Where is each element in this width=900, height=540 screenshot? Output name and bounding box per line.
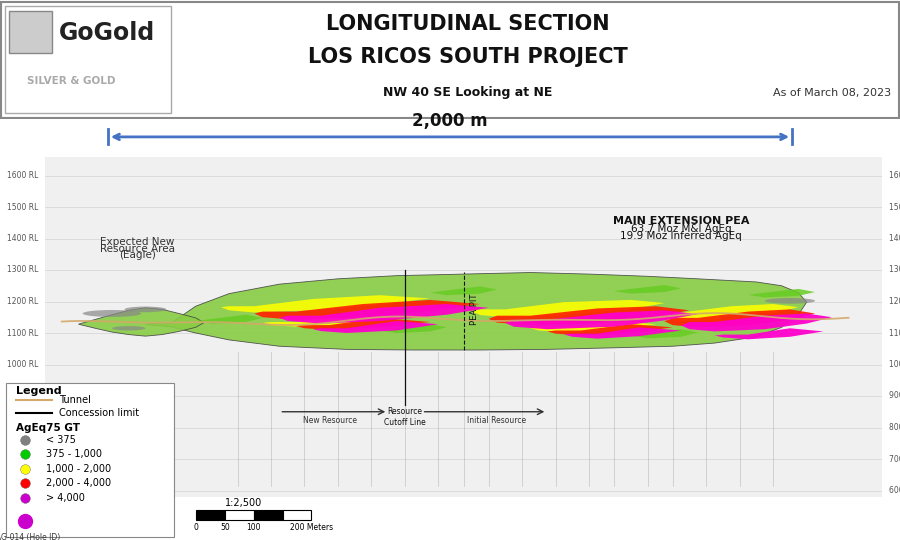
Polygon shape [530, 321, 656, 332]
Text: (Eagle): (Eagle) [119, 250, 156, 260]
Text: AgEq75 GT: AgEq75 GT [16, 423, 80, 433]
Text: 1100 RL: 1100 RL [888, 328, 900, 338]
Polygon shape [195, 315, 263, 323]
Text: 700 RL: 700 RL [12, 455, 39, 463]
Polygon shape [255, 300, 481, 320]
Polygon shape [296, 318, 430, 330]
Text: Legend: Legend [16, 386, 62, 396]
Text: 1200 RL: 1200 RL [888, 297, 900, 306]
Text: Tunnel: Tunnel [59, 395, 91, 405]
Text: 1300 RL: 1300 RL [888, 266, 900, 274]
Text: 375 - 1,000: 375 - 1,000 [46, 449, 102, 460]
Text: 200 Meters: 200 Meters [290, 523, 333, 531]
Polygon shape [648, 304, 798, 321]
Ellipse shape [112, 326, 146, 330]
Text: 1500 RL: 1500 RL [888, 202, 900, 212]
Text: 63.7 Moz M&I AgEq: 63.7 Moz M&I AgEq [631, 224, 732, 234]
Polygon shape [146, 273, 806, 350]
Text: NW 40 SE Looking at NE: NW 40 SE Looking at NE [383, 86, 553, 99]
Polygon shape [380, 324, 446, 333]
Polygon shape [614, 285, 681, 294]
Text: > 4,000: > 4,000 [46, 492, 85, 503]
Text: 600 RL: 600 RL [888, 486, 900, 495]
Polygon shape [430, 286, 497, 295]
Text: 1000 RL: 1000 RL [888, 360, 900, 369]
FancyBboxPatch shape [1, 2, 899, 118]
Text: Resource
Cutoff Line: Resource Cutoff Line [384, 407, 426, 427]
Polygon shape [506, 310, 698, 329]
Text: MAIN EXTENSION PEA: MAIN EXTENSION PEA [613, 216, 750, 226]
Polygon shape [547, 324, 673, 335]
Text: GAG-014 (Hole ID)
33,407 (GT): GAG-014 (Hole ID) 33,407 (GT) [0, 532, 60, 540]
Text: Expected New: Expected New [100, 237, 175, 247]
Ellipse shape [765, 298, 815, 303]
Text: 1:2,500: 1:2,500 [225, 497, 262, 508]
Text: 1000 RL: 1000 RL [7, 360, 39, 369]
FancyBboxPatch shape [9, 11, 52, 53]
Text: 1600 RL: 1600 RL [7, 171, 39, 180]
Polygon shape [715, 328, 824, 339]
Polygon shape [681, 313, 832, 332]
Polygon shape [220, 295, 430, 313]
Text: PEA PIT: PEA PIT [470, 294, 479, 325]
Text: SILVER & GOLD: SILVER & GOLD [27, 76, 115, 86]
Polygon shape [664, 309, 815, 327]
Bar [196, 510, 225, 520]
Polygon shape [472, 300, 664, 317]
Text: LOS RICOS SOUTH PROJECT: LOS RICOS SOUTH PROJECT [308, 47, 628, 67]
Text: GoGold: GoGold [58, 21, 155, 45]
Text: Resource Area: Resource Area [100, 244, 175, 254]
Ellipse shape [83, 310, 141, 317]
Bar [283, 510, 311, 520]
Bar [225, 510, 254, 520]
Text: 2,000 m: 2,000 m [412, 112, 488, 130]
Polygon shape [748, 289, 815, 298]
Text: 100: 100 [247, 523, 261, 531]
FancyBboxPatch shape [4, 6, 171, 113]
Text: 800 RL: 800 RL [888, 423, 900, 432]
Text: As of March 08, 2023: As of March 08, 2023 [773, 87, 891, 98]
Bar [254, 510, 283, 520]
Text: 1500 RL: 1500 RL [7, 202, 39, 212]
Text: 2,000 - 4,000: 2,000 - 4,000 [46, 478, 111, 488]
Text: 700 RL: 700 RL [888, 455, 900, 463]
Text: 1,000 - 2,000: 1,000 - 2,000 [46, 464, 111, 474]
Polygon shape [263, 316, 397, 327]
FancyBboxPatch shape [6, 383, 174, 537]
Text: 0: 0 [194, 523, 199, 531]
Text: 800 RL: 800 RL [12, 423, 39, 432]
Polygon shape [631, 329, 698, 339]
Polygon shape [78, 308, 204, 336]
Text: 900 RL: 900 RL [12, 392, 39, 401]
Text: 1400 RL: 1400 RL [7, 234, 39, 243]
Text: 1300 RL: 1300 RL [7, 266, 39, 274]
Polygon shape [564, 327, 681, 339]
Ellipse shape [719, 313, 794, 322]
Polygon shape [489, 306, 689, 325]
Text: LONGITUDINAL SECTION: LONGITUDINAL SECTION [326, 14, 610, 34]
Text: New Resource: New Resource [302, 416, 356, 424]
Polygon shape [279, 304, 489, 323]
Polygon shape [313, 321, 438, 333]
Text: Concession limit: Concession limit [59, 408, 140, 418]
Text: 50: 50 [220, 523, 230, 531]
Ellipse shape [124, 307, 166, 312]
Text: 1100 RL: 1100 RL [7, 328, 39, 338]
Text: 1600 RL: 1600 RL [888, 171, 900, 180]
Text: Initial Resource: Initial Resource [467, 416, 526, 424]
Text: 1200 RL: 1200 RL [7, 297, 39, 306]
Text: 19.9 Moz Inferred AgEq: 19.9 Moz Inferred AgEq [620, 231, 742, 241]
Text: 1400 RL: 1400 RL [888, 234, 900, 243]
Text: 600 RL: 600 RL [12, 486, 39, 495]
Text: 900 RL: 900 RL [888, 392, 900, 401]
Text: < 375: < 375 [46, 435, 76, 445]
